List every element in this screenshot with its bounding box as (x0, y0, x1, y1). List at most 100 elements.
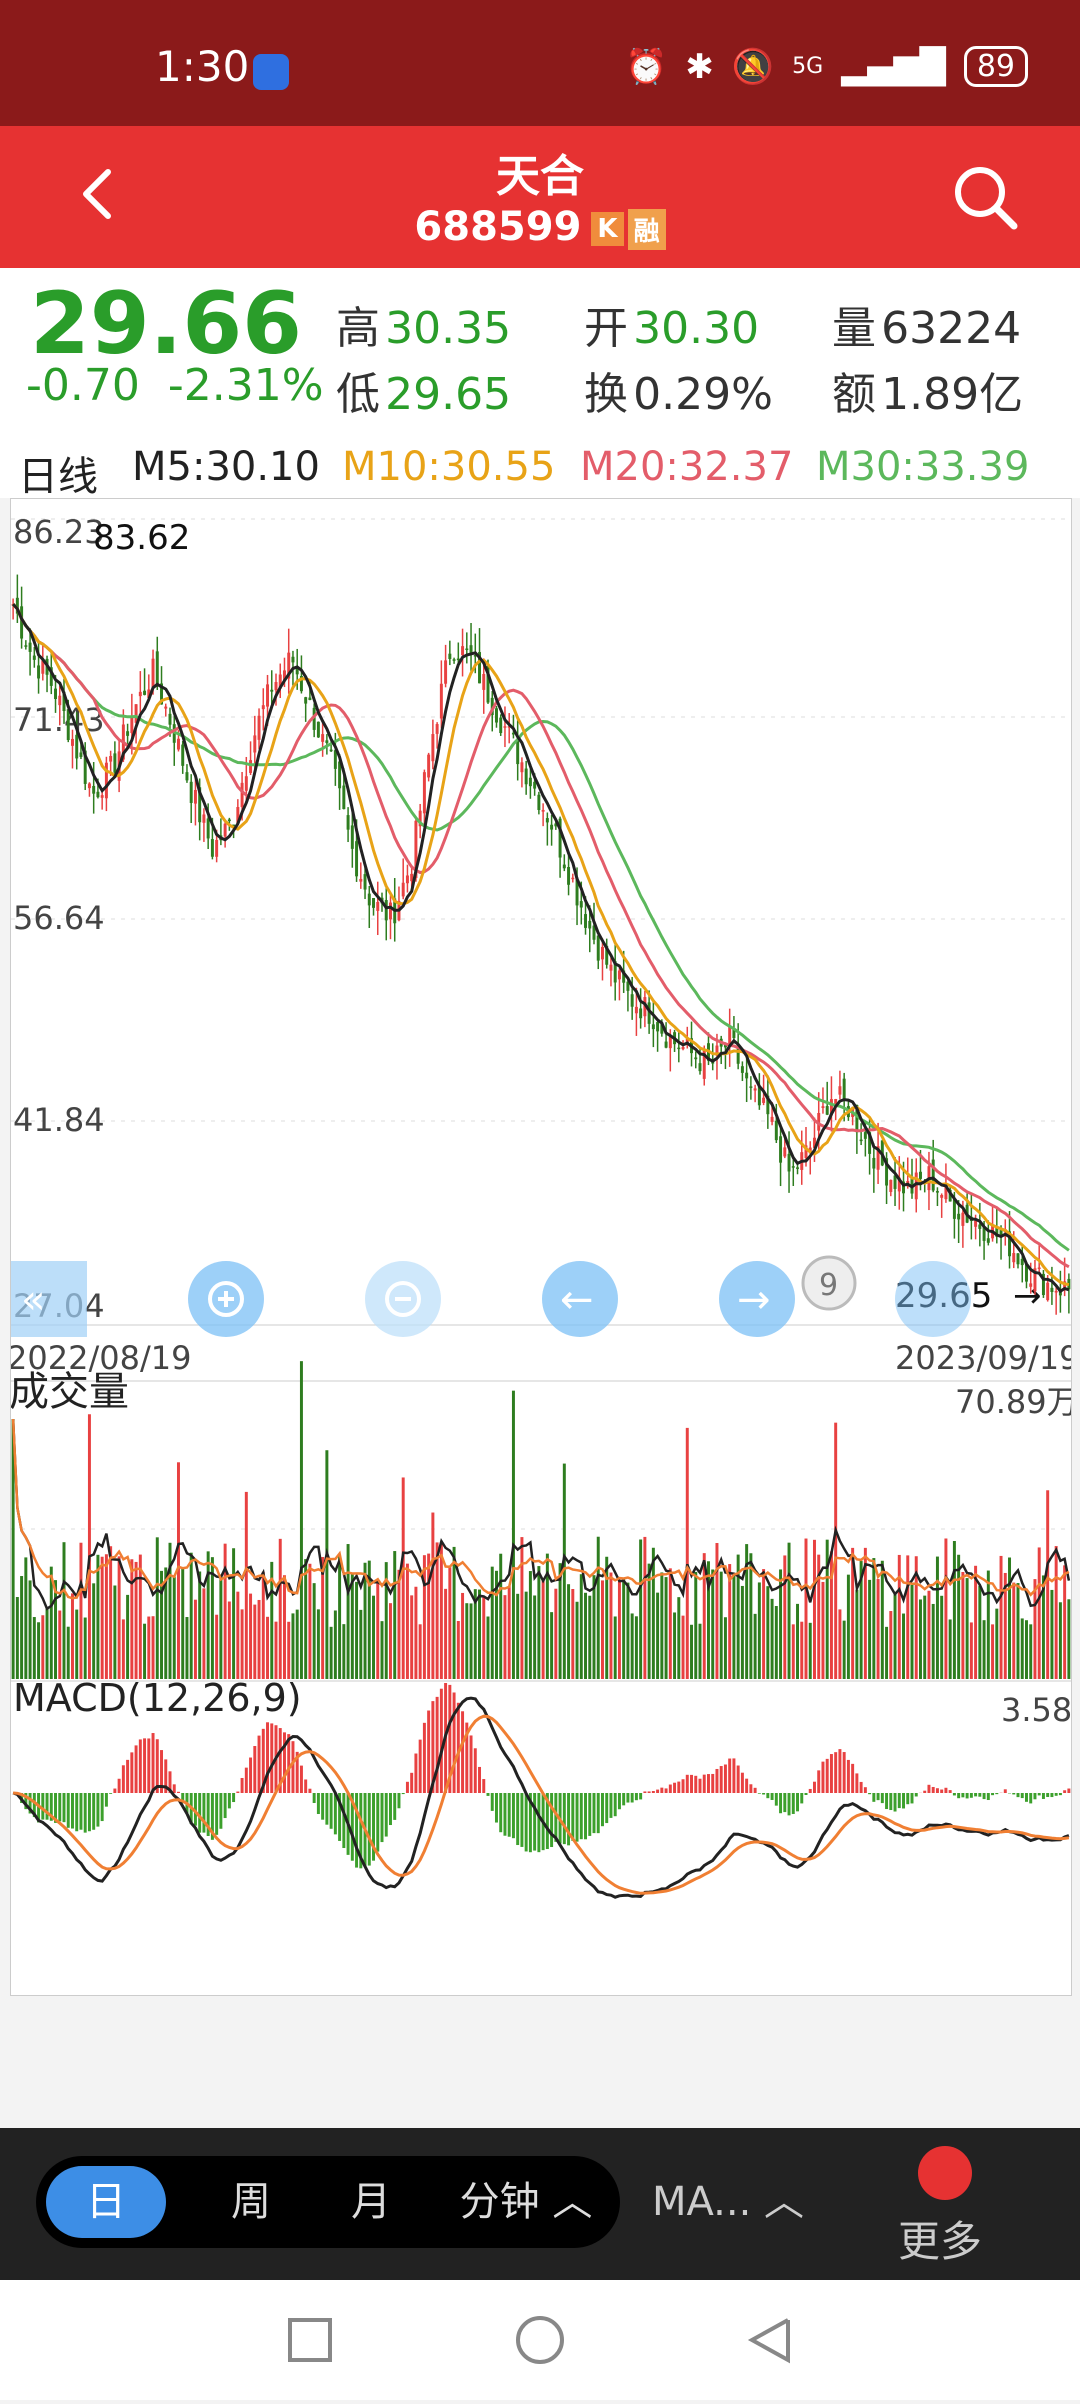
period-minute-button[interactable]: 分钟 ︿ (436, 2156, 616, 2248)
move-left-button[interactable]: ← (542, 1261, 618, 1337)
macd-bar (525, 1793, 528, 1851)
candlestick-series (12, 575, 1071, 1315)
chart-panel[interactable]: 86.23 71.43 56.64 41.84 27.04 83.62 29.6… (10, 498, 1072, 1996)
candle-body (1012, 1253, 1015, 1262)
recents-icon[interactable] (290, 2320, 330, 2360)
volume-bars (12, 1361, 1071, 1679)
volume-bar (461, 1593, 464, 1679)
candle-body (325, 740, 328, 743)
zoom-out-button[interactable] (365, 1261, 441, 1337)
macd-bar (643, 1791, 646, 1793)
volume-bar (389, 1603, 392, 1679)
volume-bar (788, 1543, 791, 1679)
macd-bar (283, 1732, 286, 1793)
macd-bar (499, 1793, 502, 1832)
macd-bar (1021, 1793, 1024, 1798)
volume-bar (881, 1561, 884, 1679)
volume-bar (618, 1580, 621, 1679)
kline-chart[interactable]: 86.23 71.43 56.64 41.84 27.04 83.62 29.6… (11, 499, 1071, 1995)
home-icon[interactable] (518, 2318, 562, 2362)
candle-body (792, 1166, 795, 1168)
volume-bar (84, 1618, 87, 1679)
candle-body (96, 792, 99, 797)
macd-bar (152, 1733, 155, 1793)
candle-body (448, 654, 451, 659)
back-nav-icon[interactable] (752, 2320, 788, 2360)
volume-bar (855, 1590, 858, 1679)
macd-bar (440, 1689, 443, 1793)
move-end-button[interactable] (895, 1261, 971, 1337)
info-button[interactable]: 9 (803, 1257, 855, 1309)
macd-bar (898, 1793, 901, 1808)
volume-bar (54, 1580, 57, 1679)
macd-bar (147, 1738, 150, 1793)
zoom-in-button[interactable] (188, 1261, 264, 1337)
volume-bar (122, 1619, 125, 1679)
candle-body (821, 1106, 824, 1108)
candle-body (241, 783, 244, 807)
macd-bar (957, 1793, 960, 1798)
volume-bar (20, 1576, 23, 1679)
macd-bar (491, 1793, 494, 1811)
macd-bar (758, 1793, 761, 1794)
macd-bar (745, 1779, 748, 1793)
period-month-button[interactable]: 月 (326, 2156, 416, 2248)
volume-bar (609, 1573, 612, 1679)
macd-bar (113, 1789, 116, 1793)
volume-max-label: 70.89万 (955, 1383, 1071, 1421)
price-change: -0.70 -2.31% (26, 360, 324, 411)
candle-body (351, 825, 354, 848)
macd-bar (1063, 1790, 1066, 1793)
volume-bar (414, 1587, 417, 1679)
macd-bar (940, 1790, 943, 1793)
macd-bar (1004, 1789, 1007, 1793)
macd-bar (474, 1748, 477, 1793)
macd-bar (631, 1793, 634, 1802)
volume-bar (673, 1612, 676, 1679)
volume-bar (805, 1539, 808, 1679)
macd-bar (830, 1754, 833, 1793)
macd-bar (228, 1793, 231, 1808)
macd-bar (389, 1793, 392, 1825)
macd-bar (690, 1775, 693, 1793)
ma-menu-button[interactable]: MA... ︿ (652, 2156, 804, 2248)
right-arrow-icon: → (737, 1277, 771, 1323)
system-nav-bar (0, 2280, 1080, 2400)
macd-bar (838, 1749, 841, 1793)
macd-bar (648, 1791, 651, 1793)
more-button[interactable]: 更多 (898, 2208, 982, 2269)
volume-bar (181, 1568, 184, 1679)
candle-body (609, 965, 612, 971)
volume-bar (877, 1579, 880, 1679)
macd-bar (779, 1793, 782, 1813)
macd-bar (622, 1793, 625, 1805)
candle-body (783, 1147, 786, 1156)
move-right-button[interactable]: → (719, 1261, 795, 1337)
candle-body (181, 745, 184, 766)
macd-bar (41, 1793, 44, 1820)
macd-bar (567, 1793, 570, 1845)
candle-body (67, 709, 70, 740)
macd-bar (987, 1793, 990, 1800)
volume-bar (241, 1609, 244, 1679)
candle-body (207, 818, 210, 838)
candle-body (588, 921, 591, 929)
macd-bar (626, 1793, 629, 1803)
period-day-button[interactable]: 日 (46, 2166, 166, 2238)
macd-bar (101, 1793, 104, 1821)
volume-bar (906, 1555, 909, 1679)
candle-body (423, 772, 426, 813)
candle-body (71, 739, 74, 746)
volume-bar (512, 1391, 515, 1679)
volume-bar (690, 1625, 693, 1679)
period-week-button[interactable]: 周 (206, 2156, 296, 2248)
macd-bar (597, 1793, 600, 1833)
candle-body (376, 902, 379, 911)
macd-bar (707, 1774, 710, 1793)
search-icon[interactable] (950, 162, 1020, 232)
more-dot-icon[interactable] (918, 2146, 972, 2200)
volume-bar (991, 1624, 994, 1679)
volume-bar (643, 1537, 646, 1679)
volume-bar (130, 1559, 133, 1679)
